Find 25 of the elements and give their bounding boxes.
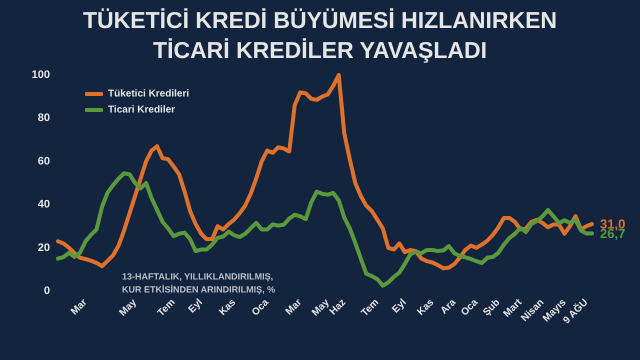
- legend-label: Ticari Krediler: [108, 104, 176, 116]
- x-tick-label: Oca: [250, 296, 272, 318]
- legend-label: Tüketici Kredileri: [108, 88, 190, 100]
- x-tick-label: Mar: [284, 297, 304, 318]
- x-tick-label: Mar: [69, 297, 90, 318]
- x-tick-label: Ara: [438, 296, 459, 317]
- x-tick-label: Kas: [416, 296, 437, 318]
- x-tick-label: Eyl: [390, 296, 409, 316]
- y-tick-label: 60: [38, 155, 50, 168]
- x-tick-label: Eyl: [186, 296, 206, 316]
- x-tick-label: Tem: [359, 297, 382, 319]
- y-tick-label: 40: [38, 198, 50, 211]
- x-tick-label: Şub: [481, 297, 502, 318]
- x-tick-label: May: [117, 296, 140, 319]
- y-tick-label: 20: [38, 242, 50, 254]
- x-tick-label: Haz: [328, 297, 348, 318]
- line-series: [56, 73, 594, 270]
- chart-title: TÜKETİCİ KREDİ BÜYÜMESİ HIZLANIRKEN TİCARİ KREDİLER YAVAŞLADI: [82, 7, 558, 63]
- x-tick-label: Oca: [459, 296, 481, 318]
- y-tick-label: 100: [32, 69, 50, 81]
- y-tick-label: 80: [38, 112, 50, 124]
- x-tick-label: Kas: [217, 296, 238, 318]
- x-tick-label: Tem: [156, 297, 178, 319]
- annotation: 13-HAFTALIK, YILLIKLANDIRILMIŞ, KUR ETKİSİNDEN ARINDIRILMIŞ, %: [122, 272, 276, 294]
- y-tick-label: 0: [44, 285, 50, 297]
